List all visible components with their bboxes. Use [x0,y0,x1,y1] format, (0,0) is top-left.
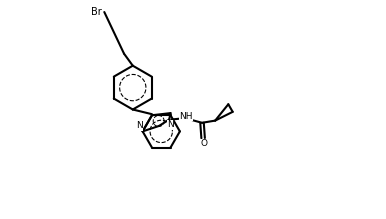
Text: O: O [200,139,207,148]
Text: N: N [167,120,174,129]
Text: NH: NH [179,112,192,121]
Text: Br: Br [91,7,102,17]
Text: N: N [136,121,143,131]
